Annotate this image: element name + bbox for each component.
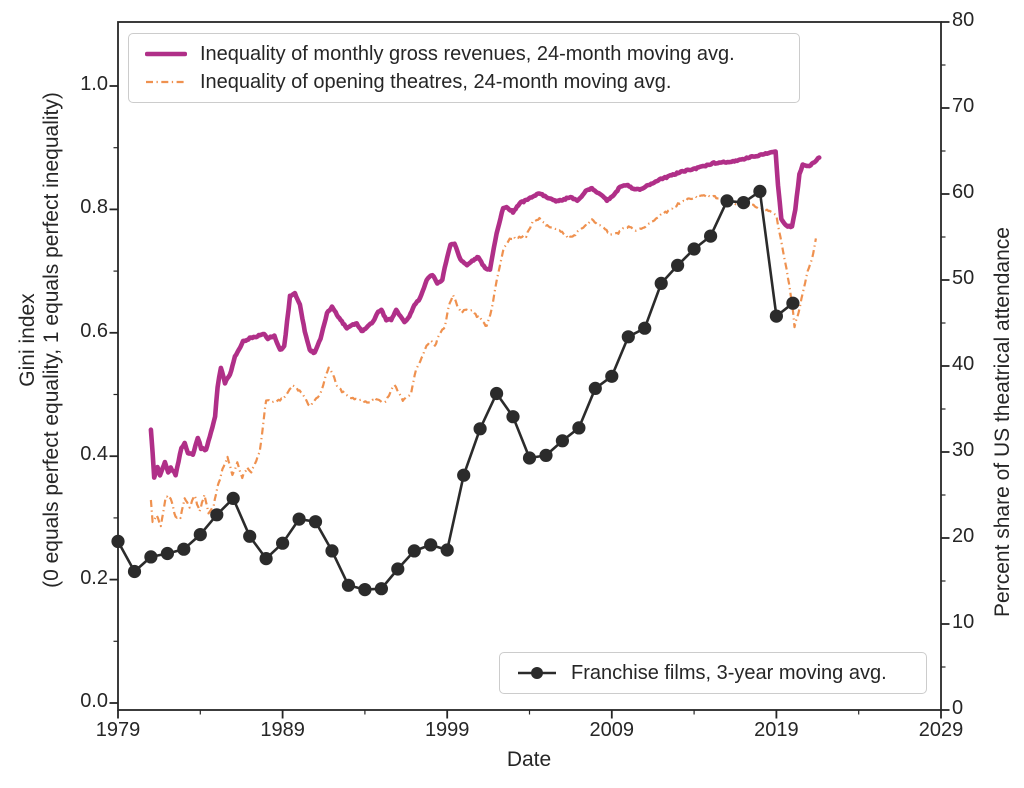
franchise-films-marker: [391, 562, 405, 576]
franchise-films-marker: [325, 544, 339, 558]
franchise-films-marker: [704, 229, 718, 243]
franchise-films-marker: [671, 258, 685, 272]
franchise-films-marker: [292, 512, 306, 526]
franchise-films-marker: [769, 309, 784, 323]
franchise-films-marker: [473, 422, 487, 436]
franchise-films-marker: [407, 544, 421, 558]
franchise-films-marker: [753, 184, 767, 198]
franchise-films-marker: [259, 552, 273, 566]
franchise-films-marker: [193, 528, 207, 542]
franchise-films-marker: [160, 546, 174, 561]
franchise-films-marker: [210, 508, 224, 522]
franchise-films-marker: [341, 578, 355, 592]
franchise-films-marker: [144, 550, 158, 564]
franchise-films-marker: [786, 296, 800, 310]
franchise-films-marker: [539, 448, 553, 462]
series-opening-theatres-line: [149, 194, 817, 528]
franchise-films-marker: [374, 582, 388, 596]
franchise-films-marker: [506, 410, 520, 424]
franchise-films-marker: [687, 242, 701, 256]
franchise-films-marker: [243, 529, 257, 543]
franchise-films-marker: [177, 542, 191, 556]
franchise-films-marker: [424, 538, 438, 552]
franchise-films-marker: [276, 536, 290, 550]
franchise-films-marker: [720, 194, 734, 208]
franchise-films-marker: [736, 196, 751, 210]
franchise-films-marker: [588, 381, 602, 395]
series-gross-revenues-line: [148, 149, 822, 480]
franchise-films-marker: [555, 434, 570, 448]
franchise-films-marker: [127, 564, 142, 579]
plot-frame: [117, 21, 942, 711]
franchise-films-marker: [490, 386, 504, 401]
franchise-films-marker: [572, 421, 586, 435]
franchise-films-marker: [308, 515, 323, 529]
franchise-films-marker: [358, 583, 372, 597]
franchise-films-marker: [638, 321, 652, 335]
franchise-films-marker: [440, 543, 454, 557]
franchise-films-marker: [522, 451, 537, 465]
franchise-films-marker: [111, 534, 125, 549]
franchise-films-marker: [621, 330, 635, 344]
franchise-films-marker: [654, 276, 668, 290]
franchise-films-marker: [457, 468, 471, 482]
franchise-films-marker: [226, 491, 240, 505]
franchise-films-marker: [605, 369, 619, 383]
